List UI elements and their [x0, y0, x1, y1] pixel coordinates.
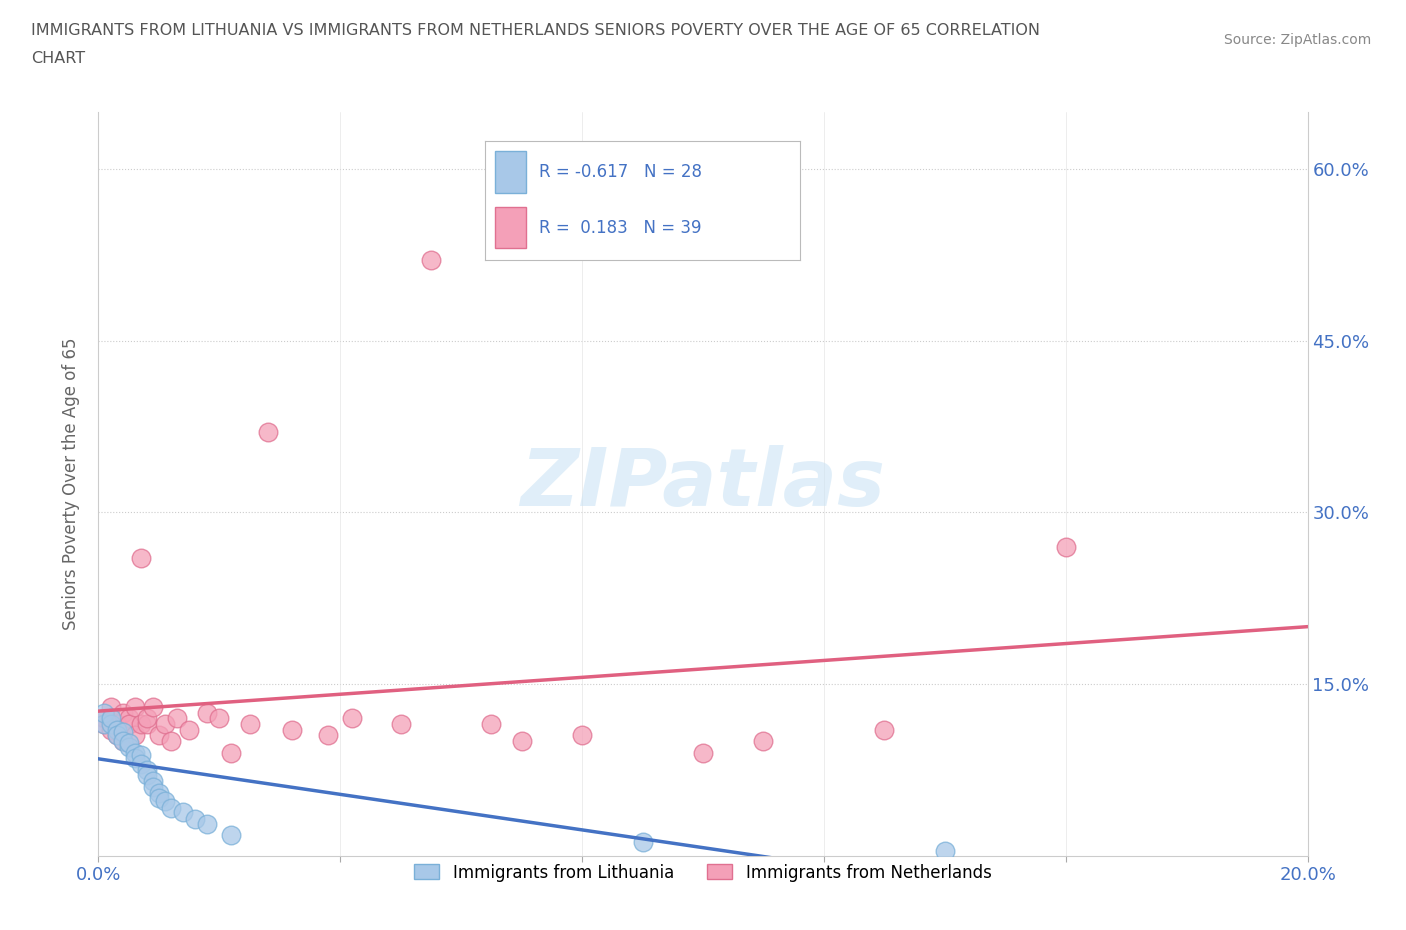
Point — [179, 723, 201, 737]
Point — [389, 716, 412, 731]
Point — [153, 716, 176, 731]
Point — [135, 768, 157, 783]
Point — [93, 705, 115, 720]
Point — [100, 699, 122, 714]
Point — [752, 734, 775, 749]
Point — [1054, 539, 1077, 554]
Legend: Immigrants from Lithuania, Immigrants from Netherlands: Immigrants from Lithuania, Immigrants fr… — [408, 857, 998, 888]
Point — [172, 804, 194, 819]
Point — [256, 425, 278, 440]
Point — [100, 711, 122, 725]
Point — [105, 716, 128, 731]
Point — [420, 253, 443, 268]
Point — [124, 728, 146, 743]
Point — [118, 716, 141, 731]
Y-axis label: Seniors Poverty Over the Age of 65: Seniors Poverty Over the Age of 65 — [62, 338, 80, 630]
Point — [135, 763, 157, 777]
Point — [631, 834, 654, 849]
Point — [481, 716, 503, 731]
Point — [129, 757, 152, 772]
Text: Source: ZipAtlas.com: Source: ZipAtlas.com — [1223, 33, 1371, 46]
Point — [873, 723, 896, 737]
Point — [148, 790, 170, 805]
Point — [934, 844, 956, 858]
Text: ZIPatlas: ZIPatlas — [520, 445, 886, 523]
Point — [510, 734, 533, 749]
Point — [129, 716, 152, 731]
Point — [93, 711, 115, 725]
Point — [100, 723, 122, 737]
Point — [221, 828, 243, 843]
Point — [111, 734, 134, 749]
Point — [195, 817, 218, 831]
Point — [692, 745, 714, 760]
Point — [142, 774, 165, 789]
Point — [342, 711, 364, 725]
Point — [124, 745, 146, 760]
Point — [111, 724, 134, 739]
Point — [281, 723, 304, 737]
Point — [166, 711, 188, 725]
Point — [100, 716, 122, 731]
Point — [105, 728, 128, 743]
Point — [129, 551, 152, 565]
Point — [160, 734, 183, 749]
Point — [105, 728, 128, 743]
Point — [124, 751, 146, 765]
Point — [93, 716, 115, 731]
Point — [208, 711, 231, 725]
Point — [105, 723, 128, 737]
Point — [93, 716, 115, 731]
Point — [239, 716, 262, 731]
Point — [184, 812, 207, 827]
Point — [135, 711, 157, 725]
Point — [148, 785, 170, 800]
Point — [111, 734, 134, 749]
Point — [135, 716, 157, 731]
Point — [118, 711, 141, 725]
Point — [160, 800, 183, 815]
Point — [316, 728, 339, 743]
Point — [195, 705, 218, 720]
Point — [571, 728, 593, 743]
Point — [142, 699, 165, 714]
Point — [153, 793, 176, 808]
Point — [124, 699, 146, 714]
Point — [148, 728, 170, 743]
Point — [142, 779, 165, 794]
Point — [118, 736, 141, 751]
Point — [111, 705, 134, 720]
Text: CHART: CHART — [31, 51, 84, 66]
Point — [221, 745, 243, 760]
Point — [118, 739, 141, 754]
Point — [129, 748, 152, 763]
Text: IMMIGRANTS FROM LITHUANIA VS IMMIGRANTS FROM NETHERLANDS SENIORS POVERTY OVER TH: IMMIGRANTS FROM LITHUANIA VS IMMIGRANTS … — [31, 23, 1040, 38]
